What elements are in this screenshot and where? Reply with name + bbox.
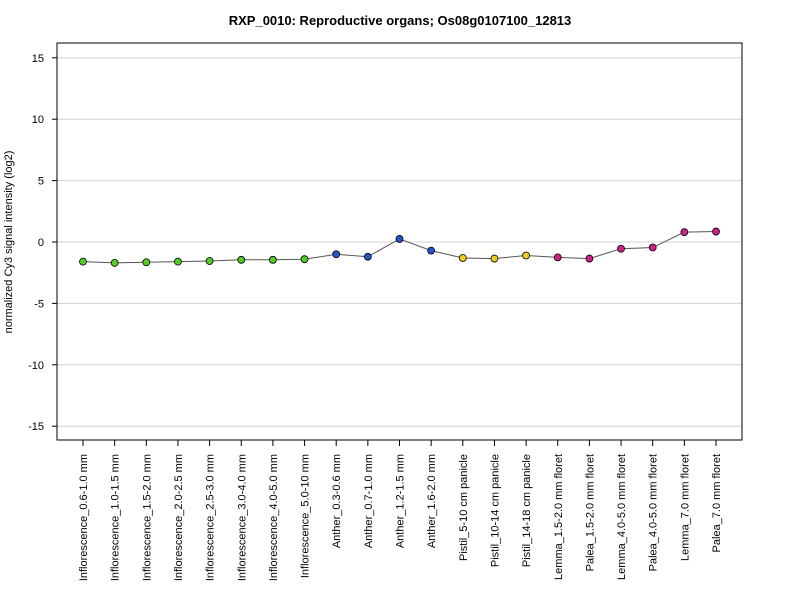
y-tick-label: 10 [32, 114, 44, 126]
y-tick-label: 15 [32, 53, 44, 65]
x-tick-label: Inflorescence_5.0-10 mm [300, 454, 312, 578]
x-tick-label: Inflorescence_3.0-4.0 mm [236, 454, 248, 581]
data-point [522, 251, 530, 260]
x-tick-label: Anther_1.6-2.0 mm [426, 454, 438, 548]
x-tick-label: Anther_1.2-1.5 mm [395, 454, 407, 548]
x-axis: Inflorescence_0.6-1.0 mm Inflorescence_1.… [78, 440, 723, 581]
x-tick-label: Anther_0.7-1.0 mm [363, 454, 375, 548]
x-tick-label: Inflorescence_2.0-2.5 mm [173, 454, 185, 581]
y-tick-label: -15 [28, 421, 44, 433]
data-point [237, 255, 246, 264]
y-tick-label: -10 [28, 360, 44, 372]
x-tick-label: Inflorescence_1.5-2.0 mm [141, 454, 153, 581]
data-point [427, 246, 436, 255]
x-tick-label: Inflorescence_2.5-3.0 mm [205, 454, 217, 581]
y-axis-title: normalized Cy3 signal intensity (log2) [3, 151, 15, 334]
data-point [680, 228, 689, 237]
x-tick-label: Inflorescence_4.0-5.0 mm [268, 454, 280, 581]
x-tick-label: Lemma_7.0 mm floret [679, 454, 691, 561]
y-tick-label: -5 [34, 298, 44, 310]
data-point [585, 254, 594, 263]
plot-frame [56, 42, 743, 441]
x-tick-label: Palea_7.0 mm floret [711, 454, 723, 552]
data-point [79, 257, 87, 266]
data-point [458, 254, 467, 262]
x-tick-label: Inflorescence_1.0-1.5 mm [110, 454, 122, 581]
data-point [142, 258, 151, 267]
x-tick-label: Lemma_1.5-2.0 mm floret [553, 454, 565, 580]
data-point [268, 255, 277, 264]
data-point [205, 257, 214, 265]
data-point [110, 258, 119, 267]
y-tick-label: 5 [38, 176, 44, 188]
data-point [648, 243, 657, 252]
x-tick-label: Pistil_5-10 cm panicle [458, 454, 470, 561]
y-axis: -15 -10 -5 0 5 10 15 [28, 53, 57, 433]
data-points [79, 227, 720, 267]
x-tick-label: Lemma_4.0-5.0 mm floret [616, 454, 628, 580]
data-point [712, 227, 720, 236]
chart-title: RXP_0010: Reproductive organs; Os08g0107… [228, 13, 572, 28]
x-tick-label: Pistil_14-18 cm panicle [521, 454, 533, 567]
x-tick-label: Pistil_10-14 cm panicle [489, 454, 501, 567]
data-point [174, 257, 182, 266]
x-tick-label: Palea_4.0-5.0 mm floret [648, 454, 660, 571]
data-point [300, 255, 309, 264]
data-point [490, 254, 499, 263]
x-tick-label: Anther_0.3-0.6 mm [331, 454, 343, 548]
x-tick-label: Inflorescence_0.6-1.0 mm [78, 454, 90, 581]
data-point [395, 235, 404, 243]
data-point [553, 253, 562, 262]
y-tick-label: 0 [38, 237, 44, 249]
data-point [332, 250, 341, 259]
x-tick-label: Palea_1.5-2.0 mm floret [584, 454, 596, 571]
data-point [363, 252, 372, 261]
data-point [617, 244, 625, 253]
